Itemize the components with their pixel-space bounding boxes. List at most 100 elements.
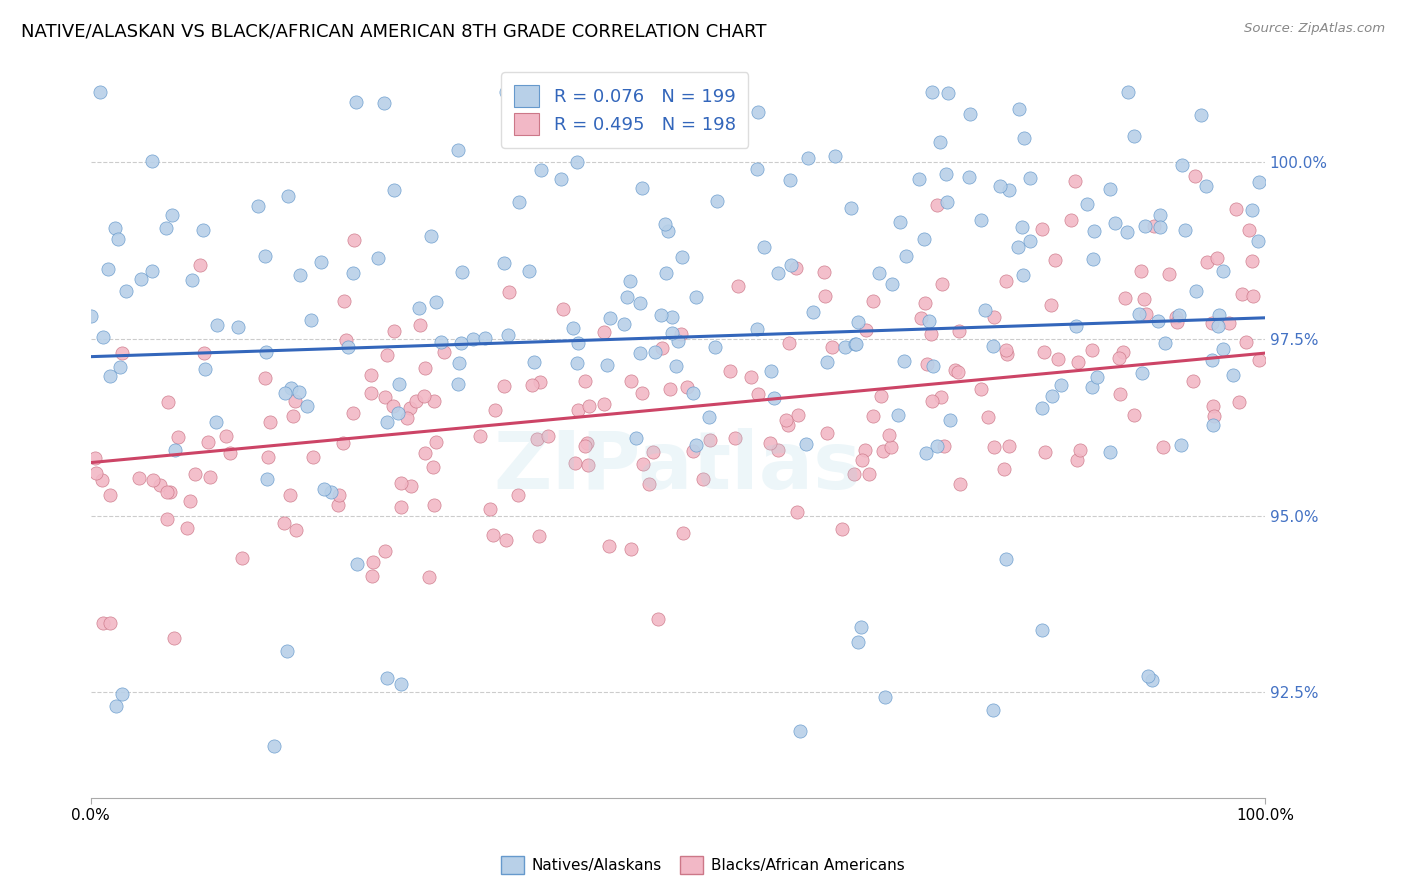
Point	[107, 232, 129, 246]
Point	[925, 439, 948, 453]
Point	[423, 394, 446, 409]
Point	[253, 371, 276, 385]
Point	[910, 310, 932, 325]
Point	[1195, 178, 1218, 193]
Point	[821, 341, 844, 355]
Point	[343, 233, 366, 247]
Point	[914, 296, 936, 310]
Point	[983, 440, 1005, 454]
Point	[194, 362, 217, 376]
Point	[706, 194, 728, 209]
Point	[1011, 219, 1033, 234]
Point	[382, 324, 405, 338]
Point	[155, 221, 177, 235]
Point	[309, 254, 332, 268]
Point	[389, 476, 412, 491]
Point	[997, 183, 1019, 197]
Point	[1132, 292, 1154, 306]
Point	[100, 488, 122, 502]
Point	[845, 336, 868, 351]
Point	[779, 173, 801, 187]
Point	[682, 386, 704, 401]
Point	[280, 381, 302, 395]
Point	[858, 467, 880, 482]
Point	[1098, 445, 1121, 459]
Point	[862, 293, 884, 308]
Text: ZIPatlas: ZIPatlas	[494, 427, 862, 506]
Point	[935, 167, 957, 181]
Point	[1069, 443, 1091, 458]
Point	[409, 318, 432, 332]
Point	[1081, 343, 1104, 357]
Point	[155, 511, 177, 525]
Point	[395, 411, 418, 425]
Point	[665, 359, 688, 373]
Point	[1249, 175, 1271, 189]
Point	[990, 179, 1012, 194]
Point	[789, 724, 811, 739]
Point	[387, 406, 409, 420]
Point	[449, 356, 471, 370]
Point	[644, 344, 666, 359]
Point	[654, 266, 676, 280]
Point	[593, 397, 616, 411]
Point	[957, 170, 980, 185]
Point	[851, 452, 873, 467]
Point	[786, 505, 808, 519]
Point	[797, 151, 820, 165]
Point	[870, 389, 893, 403]
Point	[893, 354, 915, 368]
Point	[450, 336, 472, 351]
Point	[1225, 202, 1247, 216]
Point	[312, 482, 335, 496]
Point	[998, 439, 1021, 453]
Point	[468, 429, 491, 443]
Point	[84, 450, 107, 465]
Point	[638, 477, 661, 491]
Point	[484, 403, 506, 417]
Point	[1174, 222, 1197, 236]
Point	[302, 450, 325, 465]
Point	[921, 327, 943, 342]
Point	[1171, 157, 1194, 171]
Point	[510, 85, 533, 99]
Point	[877, 428, 900, 442]
Point	[498, 285, 520, 299]
Point	[273, 385, 295, 400]
Point	[1128, 307, 1150, 321]
Point	[278, 487, 301, 501]
Point	[328, 488, 350, 502]
Point	[1064, 174, 1087, 188]
Point	[374, 390, 396, 404]
Point	[855, 323, 877, 337]
Point	[461, 332, 484, 346]
Point	[1247, 353, 1270, 368]
Point	[1237, 223, 1260, 237]
Point	[931, 277, 953, 292]
Point	[523, 355, 546, 369]
Point	[1122, 128, 1144, 143]
Point	[576, 458, 599, 473]
Point	[141, 263, 163, 277]
Point	[661, 310, 683, 324]
Point	[814, 288, 837, 302]
Point	[408, 301, 430, 316]
Point	[141, 154, 163, 169]
Point	[752, 240, 775, 254]
Point	[1031, 401, 1053, 416]
Point	[831, 522, 853, 536]
Point	[425, 434, 447, 449]
Point	[1007, 240, 1029, 254]
Point	[671, 251, 693, 265]
Point	[163, 631, 186, 645]
Point	[758, 436, 780, 450]
Point	[853, 442, 876, 457]
Point	[824, 149, 846, 163]
Point	[786, 408, 808, 422]
Point	[288, 268, 311, 282]
Point	[1033, 445, 1056, 459]
Point	[80, 309, 103, 323]
Point	[553, 301, 575, 316]
Point	[285, 523, 308, 537]
Point	[111, 687, 134, 701]
